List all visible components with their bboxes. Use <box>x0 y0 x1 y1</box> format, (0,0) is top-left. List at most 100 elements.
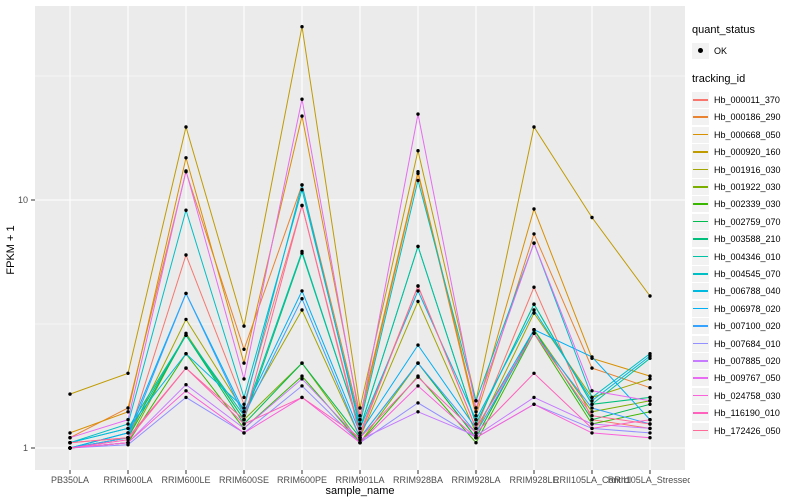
data-point-Hb_007885_020 <box>416 410 420 414</box>
data-point-Hb_002759_070 <box>648 402 652 406</box>
line-swatch-icon <box>693 151 708 153</box>
legend-item-label: Hb_004346_010 <box>714 251 781 262</box>
data-point-Hb_006788_040 <box>590 399 594 403</box>
legend-item-Hb_001916_030: Hb_001916_030 <box>692 161 798 178</box>
data-point-Hb_000186_290 <box>590 366 594 370</box>
legend-item-quant-status: OK <box>692 42 798 59</box>
data-point-Hb_000920_160 <box>184 125 188 129</box>
data-point-Hb_024758_030 <box>242 431 246 435</box>
data-point-Hb_006788_040 <box>358 426 362 431</box>
data-point-Hb_009767_050 <box>474 406 478 410</box>
legend-item-label: Hb_001916_030 <box>714 164 781 175</box>
data-point-Hb_001916_030 <box>532 311 536 315</box>
data-point-Hb_000920_160 <box>300 25 304 29</box>
legend-item-Hb_116190_010: Hb_116190_010 <box>692 404 798 422</box>
data-point-Hb_006788_040 <box>242 406 246 410</box>
data-point-Hb_116190_010 <box>68 446 72 450</box>
data-point-Hb_000920_160 <box>68 392 72 396</box>
data-point-Hb_004545_070 <box>590 395 594 400</box>
legend-key <box>692 92 709 109</box>
data-point-Hb_000668_050 <box>68 431 72 435</box>
data-point-Hb_004346_010 <box>184 333 188 337</box>
data-point-Hb_000186_290 <box>474 414 478 418</box>
data-point-Hb_116190_010 <box>300 395 304 400</box>
data-point-Hb_172426_050 <box>416 284 420 288</box>
data-point-Hb_001916_030 <box>300 308 304 312</box>
legend-key <box>692 179 709 196</box>
legend-item-Hb_009767_050: Hb_009767_050 <box>692 370 798 387</box>
data-point-Hb_006788_040 <box>648 354 652 358</box>
data-point-Hb_006978_020 <box>416 343 420 347</box>
data-point-Hb_000920_160 <box>532 125 536 129</box>
data-point-Hb_006788_040 <box>126 426 130 431</box>
data-point-Hb_024758_030 <box>184 389 188 393</box>
legend-key <box>692 126 709 143</box>
line-swatch-icon <box>693 255 708 258</box>
line-swatch-icon <box>693 394 708 397</box>
data-point-Hb_116190_010 <box>474 431 478 435</box>
legend-key <box>692 370 709 387</box>
line-swatch-icon <box>693 168 708 171</box>
data-point-Hb_001916_030 <box>184 317 188 322</box>
data-point-Hb_006788_040 <box>532 308 536 312</box>
x-tick-label: RRIM928LE <box>509 475 558 485</box>
data-point-Hb_000920_160 <box>416 149 420 153</box>
legend-key <box>692 283 709 300</box>
line-swatch-icon <box>693 272 708 275</box>
data-point-Hb_024758_030 <box>648 436 652 440</box>
data-point-Hb_000668_050 <box>648 374 652 378</box>
data-point-Hb_002759_070 <box>300 361 304 365</box>
data-point-Hb_002339_030 <box>648 410 652 414</box>
data-point-Hb_009767_050 <box>126 418 130 422</box>
data-point-Hb_000920_160 <box>590 215 594 220</box>
legend-section-quant-status: quant_status OK <box>692 24 798 59</box>
legend-item-label: Hb_172426_050 <box>714 425 781 436</box>
data-point-Hb_172426_050 <box>648 422 652 426</box>
data-point-Hb_004545_070 <box>184 208 188 212</box>
line-swatch-icon <box>693 377 708 379</box>
legend-key <box>692 161 709 178</box>
data-point-Hb_004346_010 <box>416 244 420 249</box>
legend-item-label: Hb_000668_050 <box>714 129 781 140</box>
line-swatch-icon <box>693 203 708 206</box>
data-point-Hb_024758_030 <box>532 402 536 406</box>
line-swatch-icon <box>693 359 708 362</box>
data-point-Hb_004346_010 <box>474 422 478 426</box>
data-point-Hb_006978_020 <box>242 410 246 414</box>
x-tick-label: PB350LA <box>51 475 89 485</box>
data-point-Hb_006788_040 <box>184 352 188 356</box>
data-point-Hb_172426_050 <box>126 436 130 440</box>
legend-key <box>692 109 709 126</box>
data-point-Hb_000186_290 <box>242 347 246 351</box>
data-point-Hb_116190_010 <box>590 426 594 431</box>
legend-section-tracking-id: tracking_id Hb_000011_370 Hb_000186_290 Hb… <box>692 73 798 439</box>
legend-item-label: Hb_006978_020 <box>714 303 781 314</box>
x-tick-label: RRIM600LA <box>103 475 152 485</box>
data-point-Hb_007885_020 <box>648 426 652 431</box>
data-point-Hb_000668_050 <box>184 156 188 160</box>
legend-tracking-id-items: Hb_000011_370 Hb_000186_290 Hb_000668_050 H… <box>692 91 798 439</box>
data-point-Hb_000668_050 <box>416 170 420 174</box>
data-point-Hb_006978_020 <box>532 328 536 332</box>
data-point-Hb_007100_020 <box>242 414 246 418</box>
legend-title-tracking-id: tracking_id <box>692 73 746 86</box>
data-point-Hb_000011_370 <box>184 253 188 257</box>
legend-item-Hb_004545_070: Hb_004545_070 <box>692 265 798 282</box>
x-tick-label: RRII105LA_Control <box>553 475 631 485</box>
legend-item-label: Hb_002339_030 <box>714 199 781 210</box>
legend-key <box>692 265 709 282</box>
legend-item-label: OK <box>714 45 728 56</box>
data-point-Hb_172426_050 <box>474 426 478 431</box>
legend-key <box>692 387 709 404</box>
x-tick-label: RRIM600PE <box>277 475 327 485</box>
y-axis-title: FPKM + 1 <box>5 225 17 275</box>
data-point-Hb_007100_020 <box>300 297 304 301</box>
line-swatch-icon <box>693 325 708 327</box>
data-point-Hb_004346_010 <box>590 402 594 406</box>
data-point-Hb_001916_030 <box>648 377 652 381</box>
data-point-Hb_024758_030 <box>416 384 420 388</box>
legend-key <box>692 196 709 213</box>
point-marker-icon <box>698 48 703 54</box>
data-point-Hb_001922_030 <box>590 410 594 414</box>
